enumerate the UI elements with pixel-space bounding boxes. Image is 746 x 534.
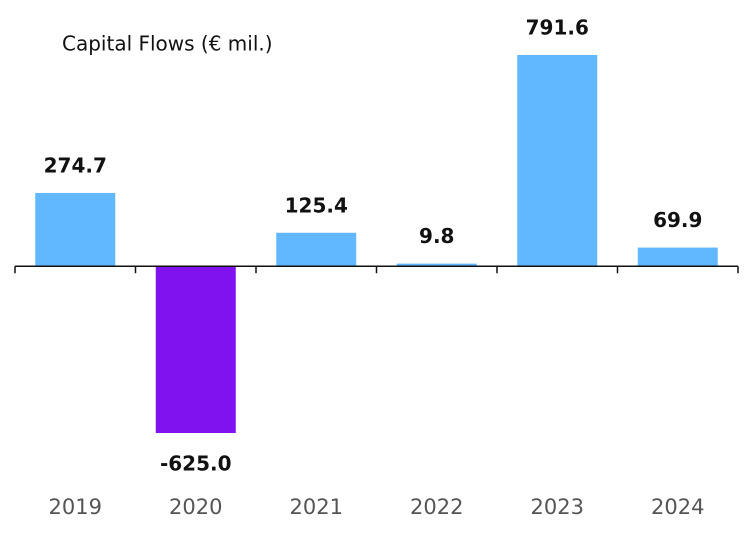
x-tick-label: 2019 [49,495,102,519]
chart-title: Capital Flows (€ mil.) [62,32,273,56]
x-tick-label: 2021 [290,495,343,519]
data-label: -625.0 [160,452,232,476]
bar [276,232,357,267]
x-tick-label: 2020 [169,495,222,519]
x-tick-label: 2023 [531,495,584,519]
data-label: 791.6 [526,16,589,40]
bar [637,247,718,267]
bar [517,55,598,267]
bar [396,263,477,267]
bar [35,192,116,267]
data-label: 125.4 [285,193,348,217]
data-label: 9.8 [419,224,454,248]
bar [155,266,236,433]
data-label: 274.7 [44,153,107,177]
x-tick-label: 2022 [410,495,463,519]
x-tick-label: 2024 [651,495,704,519]
data-label: 69.9 [653,208,702,232]
